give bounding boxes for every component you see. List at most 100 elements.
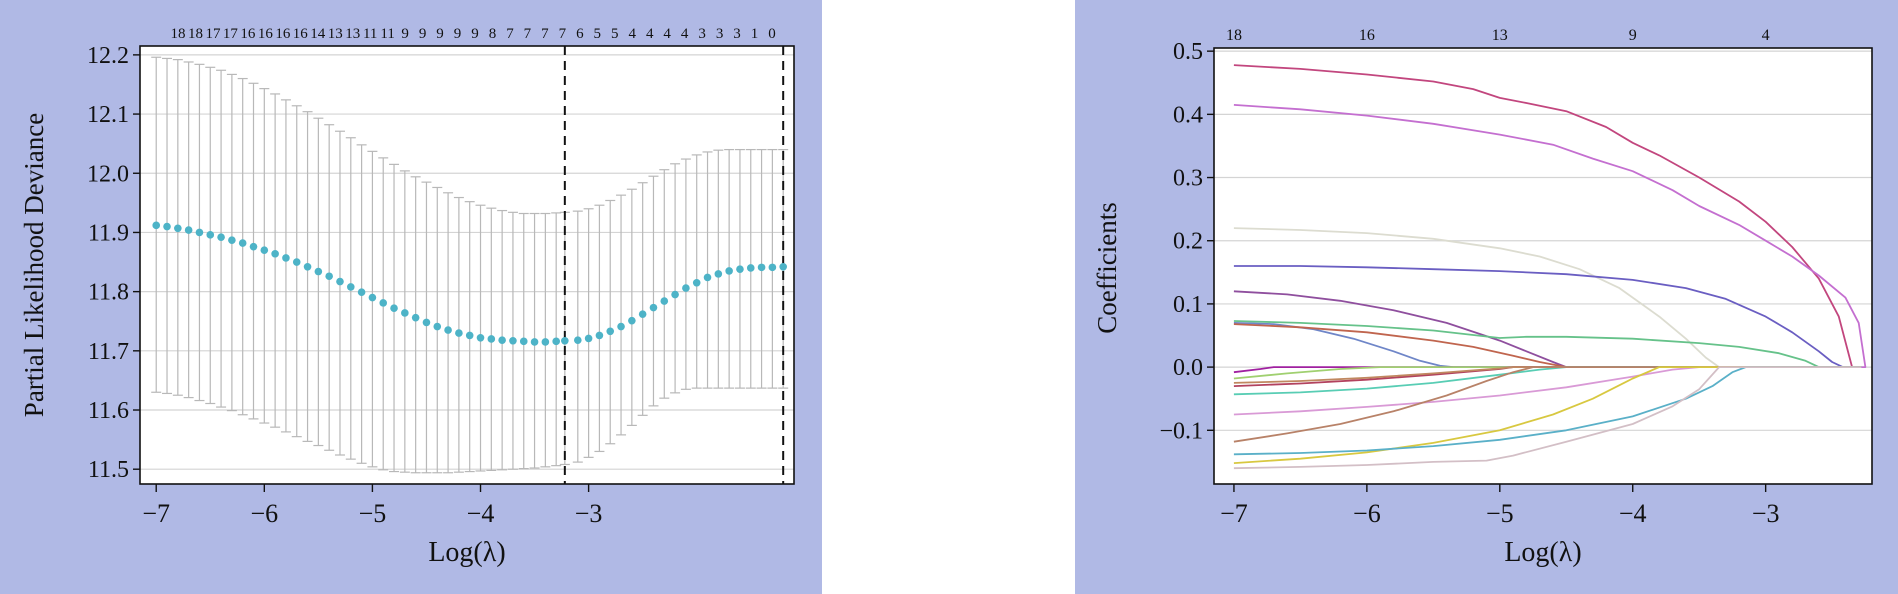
top-axis-label: 3: [733, 26, 741, 42]
y-tick-label: 0.5: [1173, 39, 1203, 65]
deviance-point: [476, 334, 485, 342]
x-tick-label: −5: [359, 499, 387, 528]
coefficients-chart: 0.5 0.4 0.3 0.2 0.1 0.0 −0.1 −7 −6 −5 −4 −3 18 16 13 9 4…: [1092, 27, 1873, 568]
deviance-point: [152, 221, 161, 230]
deviance-point: [584, 334, 593, 343]
deviance-point: [336, 277, 344, 286]
coefficient-path: [1233, 265, 1862, 369]
top-axis-label: 13: [1492, 27, 1508, 44]
deviance-point: [174, 224, 182, 233]
deviance-point: [163, 222, 171, 231]
deviance-point: [444, 326, 452, 334]
y-tick-label: 11.9: [88, 220, 129, 246]
deviance-point: [260, 246, 269, 255]
deviance-chart: 11.5 11.6 11.7 11.8 11.9 12.0 12.1 12.2 −7 −6 −5 −4…: [19, 26, 795, 568]
coefficient-path: [1233, 290, 1862, 369]
deviance-point: [779, 262, 787, 271]
top-axis-label: 16: [240, 26, 256, 42]
top-axis-label: 6: [576, 26, 584, 42]
top-axis-label: 14: [310, 26, 326, 42]
plot-border: [1213, 47, 1873, 485]
deviance-point: [303, 262, 312, 271]
y-tick-label: −0.1: [1159, 418, 1203, 444]
deviance-point: [638, 310, 647, 318]
deviance-point: [195, 228, 204, 237]
deviance-point: [379, 299, 388, 307]
deviance-point: [228, 236, 236, 244]
deviance-point: [519, 337, 528, 346]
top-axis-label: 11: [380, 26, 394, 42]
top-axis-label: 9: [1629, 27, 1637, 44]
deviance-point: [368, 293, 377, 302]
y-tick-label: 0.2: [1173, 229, 1203, 255]
deviance-point: [346, 283, 355, 291]
x-tick-label: −3: [1752, 499, 1780, 528]
deviance-point: [703, 273, 712, 282]
deviance-point: [660, 297, 669, 305]
top-axis-label: 9: [401, 26, 409, 42]
deviance-point: [292, 258, 301, 266]
top-axis-label: 4: [681, 26, 689, 42]
top-axis-label: 16: [258, 26, 274, 42]
deviance-point: [249, 242, 258, 251]
deviance-point: [692, 278, 701, 287]
deviance-point: [206, 231, 215, 239]
deviance-point: [649, 303, 658, 312]
top-axis-label: 7: [541, 26, 549, 42]
deviance-point: [455, 329, 463, 337]
y-tick-label: 11.8: [88, 280, 129, 306]
top-axis-label: 3: [716, 26, 724, 42]
top-axis-label: 9: [471, 26, 479, 42]
deviance-point: [325, 272, 333, 281]
deviance-point: [509, 336, 517, 345]
top-axis-label: 1: [751, 26, 759, 42]
deviance-point: [217, 233, 225, 241]
top-axis-label: 18: [171, 26, 186, 42]
x-tick-label: −6: [1353, 499, 1381, 528]
x-tick-label: −4: [1619, 499, 1647, 528]
deviance-point: [714, 270, 723, 278]
deviance-point: [487, 335, 496, 343]
x-tick-label: −7: [1220, 499, 1248, 528]
x-tick-label: −7: [142, 499, 170, 528]
deviance-point: [530, 338, 539, 346]
top-axis-label: 5: [611, 26, 619, 42]
deviance-point: [184, 226, 193, 234]
deviance-point: [401, 309, 409, 317]
coefficient-path: [1233, 227, 1862, 369]
top-axis-label: 9: [419, 26, 427, 42]
plot-border: [139, 45, 795, 485]
y-tick-label: 12.2: [87, 43, 129, 69]
y-tick-label: 12.0: [87, 161, 129, 187]
top-axis-label: 18: [188, 26, 203, 42]
top-axis-label: 18: [1226, 27, 1242, 44]
deviance-point: [357, 288, 366, 297]
top-axis-label: 7: [524, 26, 532, 42]
deviance-point: [725, 267, 733, 275]
top-axis-label: 4: [1762, 27, 1770, 44]
top-axis-label: 4: [663, 26, 671, 42]
y-tick-label: 0.3: [1173, 166, 1203, 192]
deviance-point: [736, 265, 744, 273]
deviance-point: [574, 336, 582, 344]
deviance-point: [768, 263, 777, 272]
x-tick-label: −5: [1486, 499, 1514, 528]
deviance-point: [757, 263, 766, 272]
top-axis-label: 4: [646, 26, 654, 42]
deviance-point: [541, 338, 550, 346]
top-axis-label: 16: [1359, 27, 1375, 44]
coefficient-path: [1233, 366, 1862, 384]
x-tick-label: −4: [467, 499, 495, 528]
y-tick-label: 11.6: [88, 398, 129, 424]
deviance-point: [628, 316, 636, 325]
top-axis-label: 7: [559, 26, 567, 42]
deviance-point: [314, 267, 323, 276]
top-axis-label: 11: [363, 26, 377, 42]
y-tick-label: 11.7: [88, 339, 129, 365]
top-axis-label: 3: [698, 26, 706, 42]
x-axis-label: Log(λ): [1504, 537, 1581, 568]
top-axis-label: 17: [223, 26, 239, 42]
deviance-point: [561, 336, 569, 345]
deviance-point: [271, 249, 279, 258]
top-axis-label: 7: [506, 26, 514, 42]
